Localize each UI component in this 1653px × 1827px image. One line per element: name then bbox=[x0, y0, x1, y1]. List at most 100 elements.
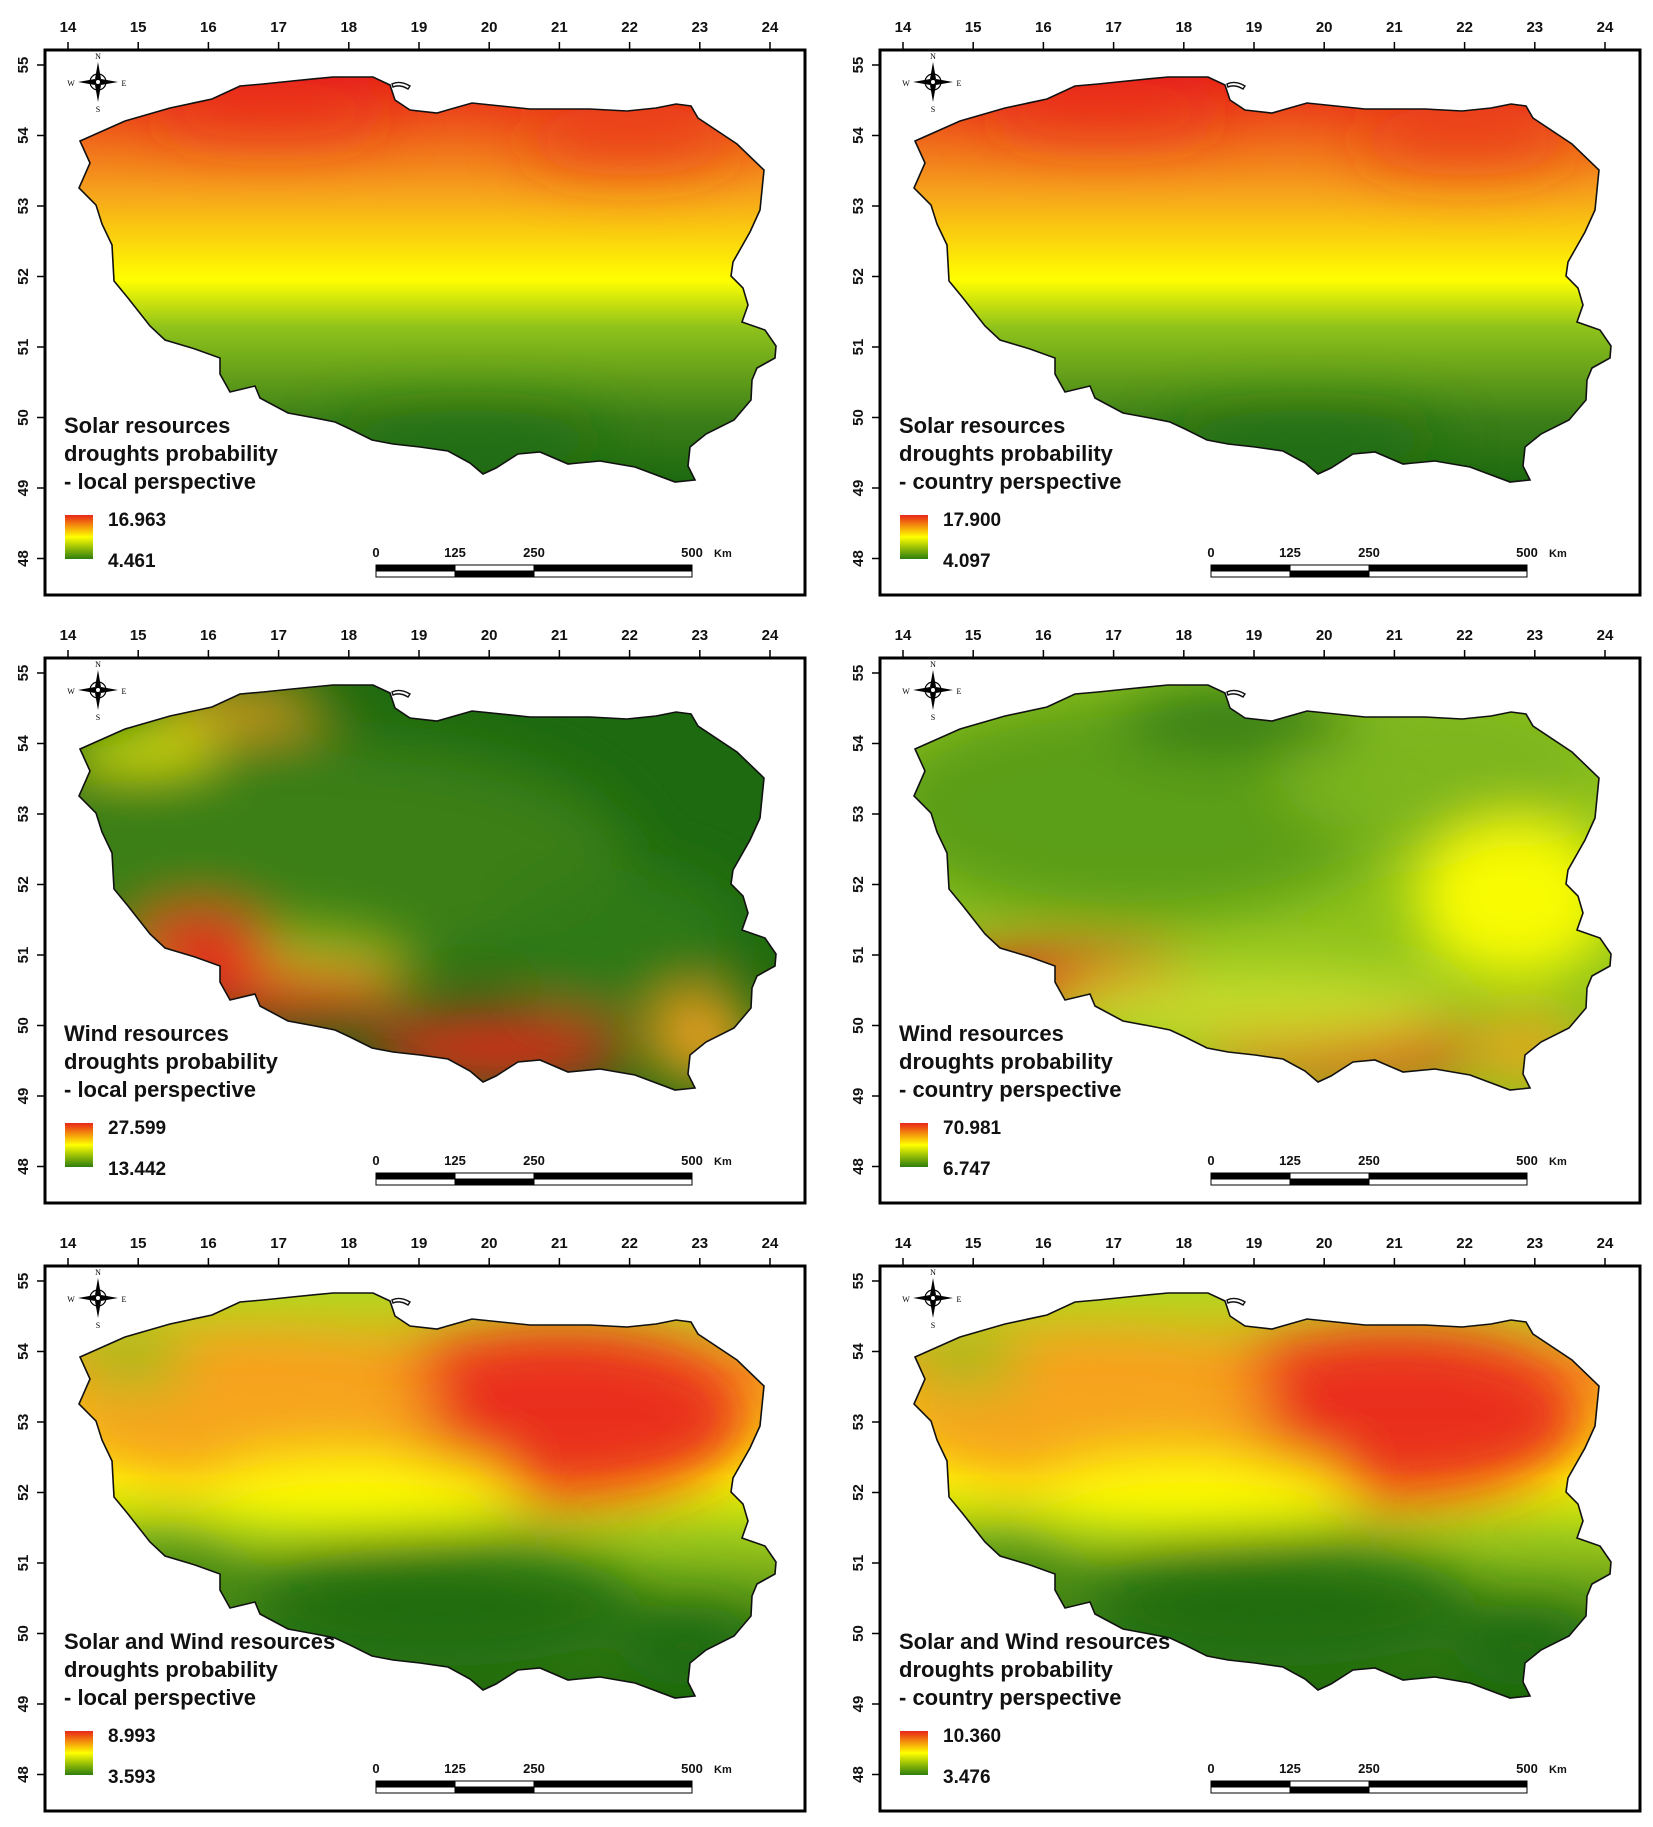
country-outline bbox=[913, 684, 1612, 1091]
scale-bar-label: 125 bbox=[1279, 1153, 1301, 1168]
longitude-tick-label: 16 bbox=[200, 627, 217, 644]
longitude-tick-label: 23 bbox=[691, 19, 708, 36]
latitude-tick-label: 50 bbox=[15, 1625, 32, 1642]
compass-letter-e: E bbox=[957, 79, 962, 88]
compass-letter-n: N bbox=[930, 660, 936, 669]
country-outline bbox=[913, 76, 1612, 483]
map-title-line: droughts probability bbox=[64, 1049, 279, 1074]
map-title-line: droughts probability bbox=[899, 1049, 1114, 1074]
map-svg: 14 15 16 17 18 19 20 21 22 23 24 55 54 53 52 51 50 49 48 N S… bbox=[850, 19, 1642, 597]
longitude-tick-label: 18 bbox=[1175, 19, 1192, 36]
compass-letter-e: E bbox=[957, 1295, 962, 1304]
longitude-tick-label: 15 bbox=[130, 1235, 147, 1252]
raster-surface bbox=[914, 685, 1611, 1090]
latitude-tick-label: 50 bbox=[15, 1017, 32, 1034]
scale-bar: 0 125 250 500 Km bbox=[1207, 1153, 1567, 1186]
compass-letter-s: S bbox=[931, 1321, 935, 1330]
longitude-tick-label: 14 bbox=[60, 627, 77, 644]
scale-bar-label: 250 bbox=[523, 1153, 545, 1168]
latitude-tick-label: 52 bbox=[850, 1484, 867, 1501]
longitude-tick-label: 14 bbox=[60, 1235, 77, 1252]
latitude-tick-label: 53 bbox=[850, 806, 867, 823]
legend-min-value: 4.461 bbox=[108, 551, 156, 572]
longitude-tick-label: 22 bbox=[1456, 19, 1473, 36]
longitude-tick-label: 14 bbox=[60, 19, 77, 36]
latitude-tick-label: 52 bbox=[15, 268, 32, 285]
longitude-axis: 14 15 16 17 18 19 20 21 22 23 24 bbox=[895, 1235, 1614, 1266]
latitude-tick-label: 49 bbox=[15, 1696, 32, 1713]
longitude-axis: 14 15 16 17 18 19 20 21 22 23 24 bbox=[60, 19, 779, 50]
hel-peninsula bbox=[1226, 689, 1246, 698]
scale-bar-label: 250 bbox=[523, 545, 545, 560]
longitude-tick-label: 15 bbox=[965, 19, 982, 36]
compass-letter-e: E bbox=[957, 687, 962, 696]
map-title-line: Wind resources bbox=[64, 1021, 229, 1046]
longitude-tick-label: 20 bbox=[1316, 1235, 1333, 1252]
longitude-tick-label: 19 bbox=[411, 627, 428, 644]
map-title-line: - country perspective bbox=[899, 1685, 1122, 1710]
map-svg: 14 15 16 17 18 19 20 21 22 23 24 55 54 53 52 51 50 49 48 N S… bbox=[850, 627, 1642, 1205]
legend-max-value: 16.963 bbox=[108, 510, 166, 531]
longitude-tick-label: 21 bbox=[551, 627, 568, 644]
longitude-tick-label: 17 bbox=[1105, 627, 1122, 644]
scale-bar-label: 125 bbox=[444, 1153, 466, 1168]
longitude-tick-label: 17 bbox=[270, 1235, 287, 1252]
scale-bar-unit: Km bbox=[714, 548, 732, 560]
scale-bar-unit: Km bbox=[1549, 548, 1567, 560]
longitude-tick-label: 16 bbox=[1035, 19, 1052, 36]
latitude-tick-label: 52 bbox=[850, 268, 867, 285]
legend-color-ramp bbox=[65, 1731, 93, 1775]
hel-peninsula bbox=[391, 81, 411, 90]
latitude-tick-label: 54 bbox=[15, 735, 32, 752]
legend-max-value: 17.900 bbox=[943, 510, 1001, 531]
map-panel-solar-country: 14 15 16 17 18 19 20 21 22 23 24 55 54 53 52 51 50 49 48 N S… bbox=[835, 0, 1653, 600]
compass-rose: N S W E bbox=[902, 52, 961, 114]
scale-bar: 0 125 250 500 Km bbox=[372, 1153, 732, 1186]
scale-bar-label: 500 bbox=[681, 545, 703, 560]
compass-rose: N S W E bbox=[67, 52, 126, 114]
longitude-tick-label: 14 bbox=[895, 19, 912, 36]
longitude-tick-label: 21 bbox=[551, 1235, 568, 1252]
scale-bar-label: 125 bbox=[444, 1761, 466, 1776]
compass-letter-e: E bbox=[122, 1295, 127, 1304]
longitude-tick-label: 23 bbox=[691, 1235, 708, 1252]
color-legend: 17.900 4.097 bbox=[900, 510, 1001, 572]
scale-bar-label: 0 bbox=[1207, 1153, 1214, 1168]
map-title-line: droughts probability bbox=[899, 1657, 1114, 1682]
compass-letter-n: N bbox=[95, 1268, 101, 1277]
map-title-line: - local perspective bbox=[64, 469, 256, 494]
legend-max-value: 27.599 bbox=[108, 1118, 166, 1139]
compass-rose: N S W E bbox=[902, 1268, 961, 1330]
latitude-tick-label: 50 bbox=[850, 1625, 867, 1642]
longitude-tick-label: 24 bbox=[762, 627, 779, 644]
map-title-line: Solar resources bbox=[64, 413, 230, 438]
longitude-tick-label: 20 bbox=[481, 1235, 498, 1252]
longitude-tick-label: 24 bbox=[1597, 19, 1614, 36]
map-title-line: droughts probability bbox=[64, 441, 279, 466]
latitude-tick-label: 53 bbox=[850, 1414, 867, 1431]
scale-bar: 0 125 250 500 Km bbox=[1207, 545, 1567, 578]
country-outline bbox=[78, 684, 777, 1091]
scale-bar-label: 125 bbox=[1279, 1761, 1301, 1776]
scale-bar-label: 500 bbox=[1516, 1761, 1538, 1776]
longitude-tick-label: 15 bbox=[130, 627, 147, 644]
scale-bar-label: 0 bbox=[372, 1153, 379, 1168]
color-legend: 10.360 3.476 bbox=[900, 1726, 1001, 1788]
map-title-line: droughts probability bbox=[64, 1657, 279, 1682]
map-title: Solar resources droughts probability - cou… bbox=[899, 413, 1122, 494]
latitude-tick-label: 48 bbox=[15, 1158, 32, 1175]
compass-letter-e: E bbox=[122, 79, 127, 88]
latitude-tick-label: 50 bbox=[15, 409, 32, 426]
latitude-tick-label: 53 bbox=[15, 806, 32, 823]
longitude-axis: 14 15 16 17 18 19 20 21 22 23 24 bbox=[895, 19, 1614, 50]
latitude-axis: 55 54 53 52 51 50 49 48 bbox=[850, 665, 880, 1175]
scale-bar-label: 0 bbox=[372, 1761, 379, 1776]
legend-color-ramp bbox=[900, 515, 928, 559]
legend-max-value: 10.360 bbox=[943, 1726, 1001, 1747]
legend-color-ramp bbox=[900, 1123, 928, 1167]
compass-letter-e: E bbox=[122, 687, 127, 696]
compass-letter-n: N bbox=[930, 52, 936, 61]
latitude-axis: 55 54 53 52 51 50 49 48 bbox=[15, 665, 45, 1175]
compass-letter-s: S bbox=[96, 713, 100, 722]
legend-color-ramp bbox=[900, 1731, 928, 1775]
